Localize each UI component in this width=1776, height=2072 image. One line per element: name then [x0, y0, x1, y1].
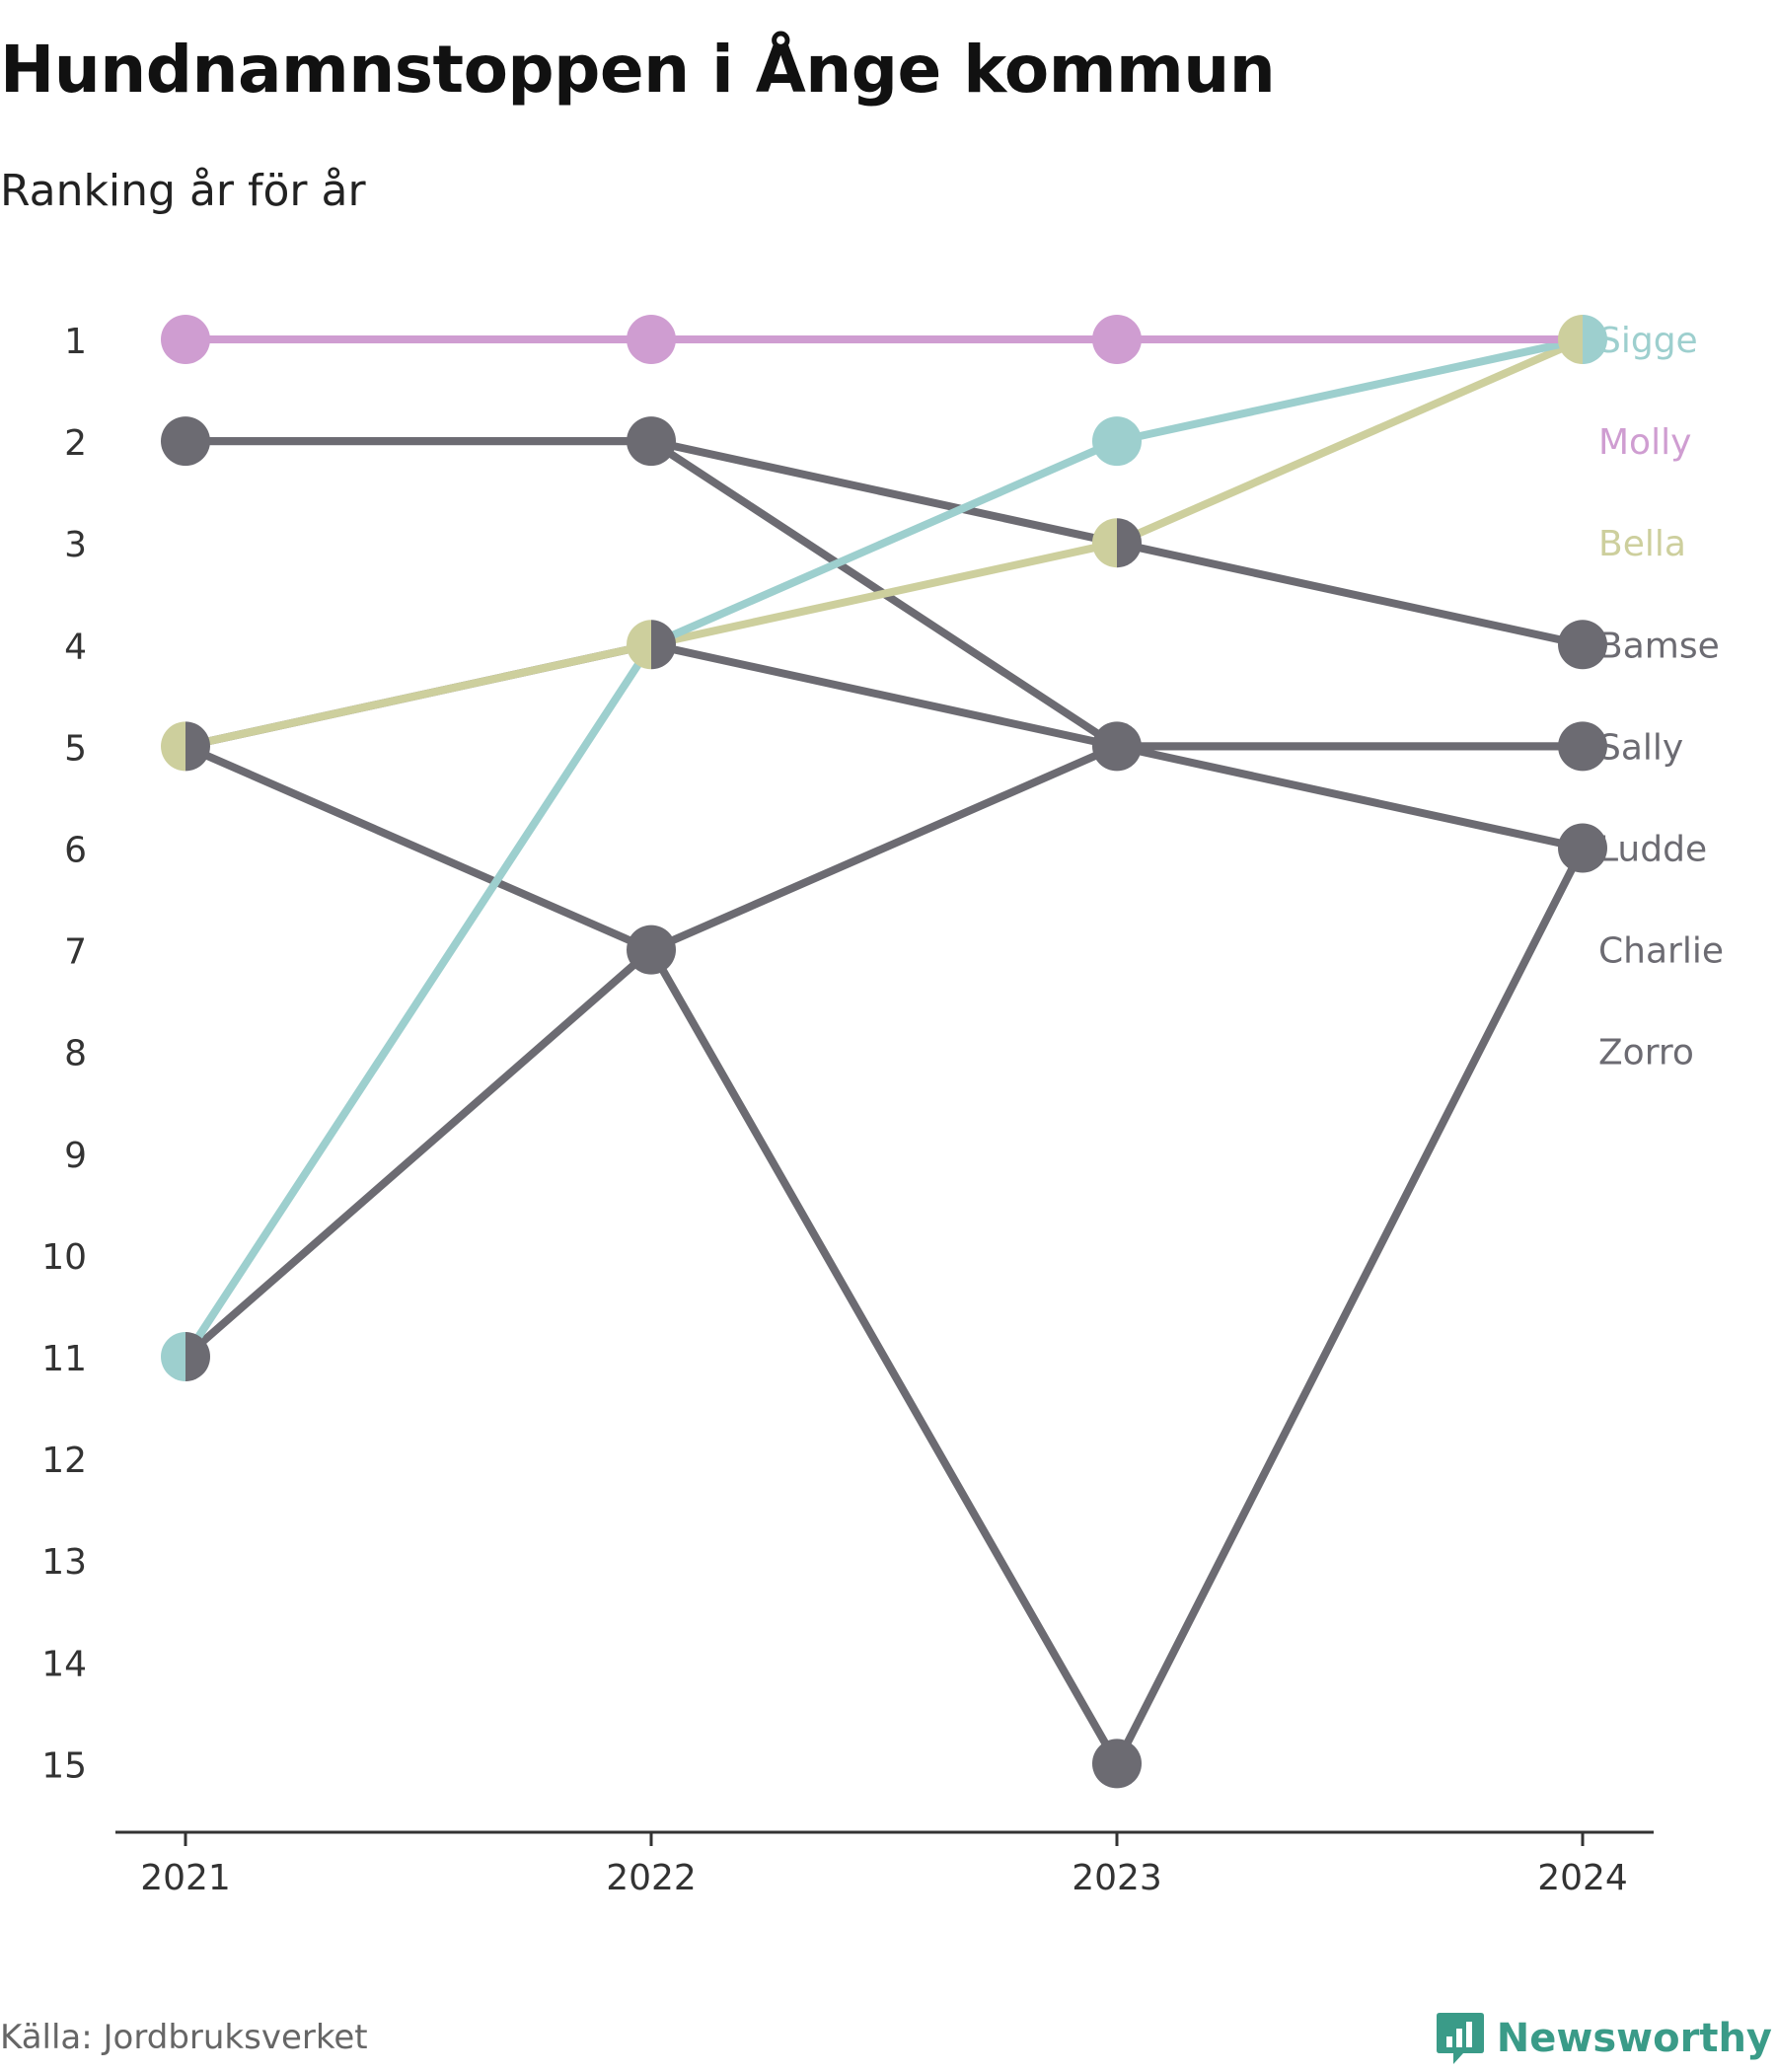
brand-name: Newsworthy [1496, 2016, 1772, 2061]
point-zorro-sally-bella-2021 [161, 721, 211, 772]
source-note: Källa: Jordbruksverket [0, 2018, 368, 2057]
point-bamse-bella-2023 [1092, 518, 1142, 568]
y-tick-label: 11 [41, 1339, 87, 1379]
series-lines [182, 335, 1587, 1768]
y-tick-label: 5 [64, 728, 87, 769]
series-line-sally [182, 640, 1587, 751]
point-zorro-ludde-2024 [1558, 823, 1607, 873]
y-tick-label: 13 [41, 1542, 87, 1583]
newsworthy-brand: Newsworthy [1436, 2009, 1772, 2068]
x-tick-label: 2023 [1072, 1858, 1162, 1898]
x-axis: 2021 2022 2023 2024 [115, 1830, 1654, 1898]
point-half-right [651, 620, 676, 670]
point-molly-2021 [161, 315, 210, 364]
newsworthy-logo-icon [1436, 2013, 1484, 2064]
y-tick-label: 10 [41, 1237, 87, 1278]
y-tick-label: 14 [41, 1644, 87, 1684]
y-tick-label: 3 [64, 525, 87, 565]
point-half-right [185, 721, 211, 772]
y-tick-label: 9 [64, 1136, 87, 1176]
series-line-zorro [182, 742, 1587, 1768]
y-tick-label: 2 [64, 423, 87, 464]
point-sigge-2023 [1092, 416, 1142, 467]
point-bamse-2024 [1558, 620, 1607, 670]
series-line-bella [182, 335, 1587, 751]
end-label-ludde: Ludde [1598, 830, 1707, 870]
point-bella-sigge-molly-2024 [1558, 315, 1607, 364]
series-line-ludde [182, 437, 1587, 852]
point-molly-2023 [1092, 315, 1142, 364]
end-label-sigge: Sigge [1598, 321, 1698, 361]
point-charlie-sally-2024 [1558, 721, 1607, 772]
point-half-right [1583, 315, 1607, 364]
point-charlie-sigge-2021 [161, 1332, 210, 1381]
end-label-bamse: Bamse [1598, 626, 1720, 666]
point-charlie-ludde-sally-2023 [1092, 721, 1142, 772]
point-half-right [1117, 518, 1142, 568]
x-tick-label: 2024 [1537, 1858, 1628, 1898]
end-label-sally: Sally [1598, 727, 1683, 768]
point-zorro-charlie-2022 [627, 925, 676, 975]
point-sally-bella-sigge-2022 [627, 620, 676, 670]
point-half-left [1092, 518, 1117, 568]
end-label-molly: Molly [1598, 422, 1691, 463]
series-line-sigge [182, 335, 1587, 1361]
y-tick-label: 15 [41, 1745, 87, 1786]
y-tick-label: 6 [64, 831, 87, 871]
point-ludde-bamse-2021 [161, 416, 210, 467]
point-ludde-bamse-2022 [627, 416, 676, 467]
point-zorro-2023 [1092, 1739, 1142, 1789]
point-half-left [627, 620, 651, 670]
end-label-zorro: Zorro [1598, 1033, 1694, 1073]
series-end-labels: Sigge Molly Bella Bamse Sally Ludde Charlie Zor… [1598, 321, 1724, 1073]
y-tick-label: 8 [64, 1034, 87, 1074]
y-tick-label: 12 [41, 1441, 87, 1481]
y-tick-label: 4 [64, 627, 87, 667]
series-line-bamse [182, 437, 1587, 649]
series-points [161, 315, 1607, 1789]
chart-subtitle: Ranking år för år [0, 166, 366, 216]
point-half-right [185, 1332, 210, 1381]
point-half-left [161, 721, 185, 772]
end-label-charlie: Charlie [1598, 931, 1724, 972]
point-molly-2022 [627, 315, 676, 364]
chart-title: Hundnamnstoppen i Ånge kommun [0, 32, 1276, 108]
point-half-left [1558, 315, 1583, 364]
x-tick-label: 2021 [140, 1858, 231, 1898]
end-label-bella: Bella [1598, 524, 1686, 564]
x-tick-label: 2022 [606, 1858, 697, 1898]
y-tick-label: 1 [64, 322, 87, 362]
point-half-left [161, 1332, 185, 1381]
y-tick-label: 7 [64, 932, 87, 973]
